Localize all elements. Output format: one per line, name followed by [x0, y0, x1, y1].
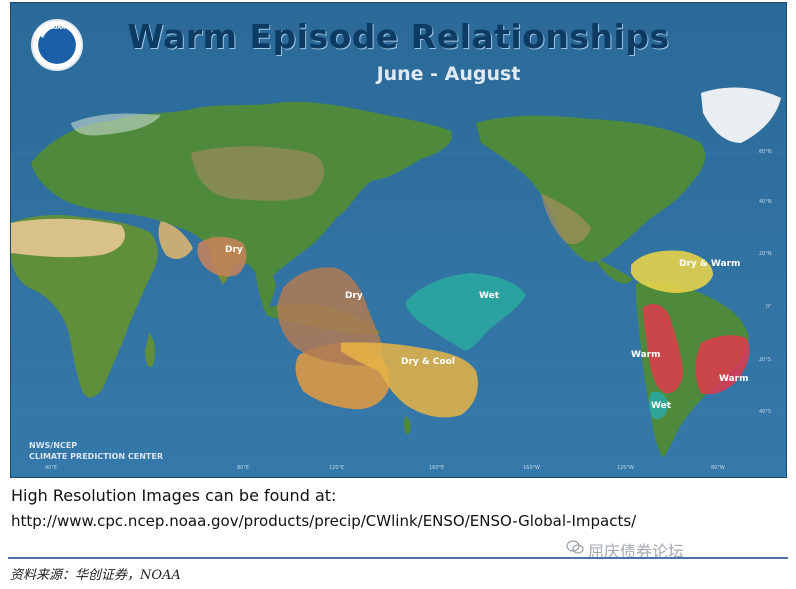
logo-text: NOAA: [48, 25, 66, 31]
lat-tick: 20°N: [759, 251, 772, 257]
lon-tick: 120°W: [617, 465, 634, 471]
lat-tick: 60°N: [759, 149, 772, 155]
landmass-africa: [11, 215, 158, 398]
lon-tick: 40°E: [45, 465, 58, 471]
label-west-south-america: Warm: [631, 350, 661, 360]
credit-line-1: NWS/NCEP: [29, 441, 78, 450]
map-title: Warm Episode Relationships: [127, 17, 670, 56]
region-india: [197, 237, 247, 277]
lon-tick: 80°E: [237, 465, 250, 471]
world-map: [11, 3, 786, 477]
map-panel: NOAA Warm Episode Relationships June - A…: [10, 2, 787, 478]
divider: [8, 557, 788, 559]
region-east-south-america: [695, 335, 750, 395]
region-west-south-america: [643, 303, 683, 394]
lon-tick: 120°E: [329, 465, 345, 471]
source-note: 资料来源：华创证券，NOAA: [10, 568, 181, 583]
region-chile: [648, 391, 668, 420]
lat-tick: 40°S: [759, 409, 772, 415]
lon-tick: 160°W: [523, 465, 540, 471]
label-chile: Wet: [651, 401, 672, 411]
lat-tick: 20°S: [759, 357, 772, 363]
caption-link[interactable]: http://www.cpc.ncep.noaa.gov/products/pr…: [11, 512, 637, 530]
label-indonesia: Dry: [345, 291, 363, 301]
caption-heading: High Resolution Images can be found at:: [11, 486, 337, 505]
region-central-america: [631, 250, 713, 293]
watermark: 屈庆债券论坛: [588, 542, 685, 561]
lon-tick: 160°E: [429, 465, 445, 471]
noaa-logo: NOAA: [31, 19, 83, 71]
landmass-north-america: [476, 115, 706, 262]
region-indonesia: [277, 267, 383, 366]
region-central-pacific: [405, 273, 526, 351]
lon-tick: 80°W: [711, 465, 725, 471]
region-east-australia: [341, 342, 478, 418]
map-credit: NWS/NCEP CLIMATE PREDICTION CENTER: [29, 440, 163, 462]
bird-icon: [34, 25, 56, 38]
label-central-pacific: Wet: [479, 291, 500, 301]
map-subtitle: June - August: [376, 63, 521, 85]
lat-tick: 40°N: [759, 199, 772, 205]
credit-line-2: CLIMATE PREDICTION CENTER: [29, 452, 163, 461]
label-central-america: Dry & Warm: [679, 259, 741, 269]
wechat-icon: [566, 540, 584, 554]
label-india: Dry: [225, 245, 243, 255]
lat-tick: 0°: [766, 304, 772, 310]
label-east-south-america: Warm: [719, 374, 749, 384]
label-east-australia: Dry & Cool: [401, 357, 455, 367]
